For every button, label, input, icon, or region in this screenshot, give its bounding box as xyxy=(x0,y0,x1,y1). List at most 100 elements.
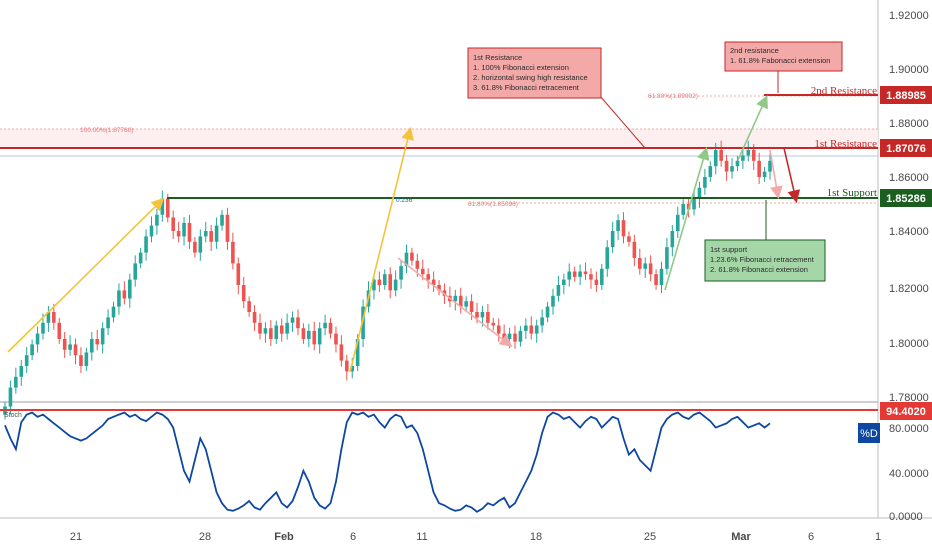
candle-body xyxy=(540,317,544,326)
candle-body xyxy=(648,263,653,275)
callout-text: 1. 61.8% Fabonacci extension xyxy=(730,56,830,65)
candle-body xyxy=(100,328,105,345)
red-arrow xyxy=(783,147,801,204)
candle-body xyxy=(30,344,34,356)
candle-body xyxy=(312,330,317,345)
candle-body xyxy=(149,225,154,237)
candle-body xyxy=(675,214,680,231)
candle-body xyxy=(95,339,100,345)
candle-body xyxy=(551,295,555,307)
fib-label: 0.236 xyxy=(396,197,413,204)
candle-body xyxy=(659,268,664,285)
candle-body xyxy=(46,312,51,323)
x-tick: 18 xyxy=(530,531,542,543)
candle-body xyxy=(8,387,13,407)
candle-body xyxy=(90,339,94,353)
candlestick-series xyxy=(3,140,772,420)
candle-body xyxy=(220,214,224,226)
candle-body xyxy=(182,222,186,237)
candle-body xyxy=(757,160,761,177)
candle-body xyxy=(453,295,458,302)
candle-body xyxy=(469,301,474,312)
candle-body xyxy=(529,325,534,334)
green-arrow xyxy=(737,95,768,161)
candle-body xyxy=(431,279,436,285)
pink-arrow xyxy=(769,149,783,200)
resistance-2-label: 2nd Resistance xyxy=(811,85,877,97)
callout-text: 1.23.6% Fibonacci retracement xyxy=(710,255,815,264)
candle-body xyxy=(79,355,83,366)
candle-body xyxy=(697,187,702,199)
candle-body xyxy=(496,325,501,334)
stoch-legend-badge xyxy=(858,423,880,443)
candle-body xyxy=(296,317,300,329)
candle-body xyxy=(583,271,588,275)
price-axis: 1.92000 1.90000 1.88000 1.86000 1.84000 … xyxy=(889,10,929,523)
candle-body xyxy=(730,166,734,172)
candle-body xyxy=(681,204,685,215)
callout-text: 1. 100% Fibonacci extension xyxy=(473,63,569,72)
candle-body xyxy=(41,322,45,334)
candle-body xyxy=(138,252,143,264)
candle-body xyxy=(610,231,615,248)
candle-body xyxy=(502,333,506,339)
candle-body xyxy=(361,306,365,339)
candle-body xyxy=(518,330,523,342)
candle-body xyxy=(19,366,24,377)
candle-body xyxy=(572,271,577,277)
candle-body xyxy=(491,322,496,326)
candle-body xyxy=(703,177,707,188)
y-tick: 1.82000 xyxy=(889,283,929,295)
candle-body xyxy=(133,263,138,280)
support-1-label: 1st Support xyxy=(827,187,877,199)
candle-body xyxy=(578,271,582,277)
candle-body xyxy=(464,301,468,307)
candle-body xyxy=(524,325,528,331)
candle-body xyxy=(279,325,284,334)
candle-body xyxy=(480,312,485,318)
candle-body xyxy=(643,263,648,269)
support-1-value: 1.85286 xyxy=(886,193,926,205)
candle-body xyxy=(263,328,268,334)
candle-body xyxy=(426,274,430,280)
candle-body xyxy=(420,268,425,275)
resistance-1-badge xyxy=(880,139,932,157)
candle-body xyxy=(193,241,197,253)
candle-body xyxy=(290,317,295,323)
callout-pointer xyxy=(599,95,646,149)
stoch-y-tick: 80.0000 xyxy=(889,423,929,435)
candle-body xyxy=(621,220,626,237)
candle-body xyxy=(203,231,208,237)
candle-body xyxy=(176,231,181,237)
support-1-callout xyxy=(704,239,826,282)
candle-body xyxy=(52,312,56,323)
resistance-1-label: 1st Resistance xyxy=(814,138,877,150)
candle-body xyxy=(404,252,409,267)
candle-body xyxy=(458,295,463,307)
candle-body xyxy=(236,263,241,285)
resistance-zone xyxy=(0,129,878,147)
candle-body xyxy=(73,344,78,356)
candle-body xyxy=(155,214,159,226)
callout-text: 2. horizontal swing high resistance xyxy=(473,73,588,82)
candle-body xyxy=(627,236,631,242)
candle-body xyxy=(231,241,235,264)
resistance-1-callout xyxy=(467,47,602,99)
candle-body xyxy=(225,214,230,242)
candle-body xyxy=(334,333,338,345)
candle-body xyxy=(350,366,355,372)
candle-body xyxy=(654,274,658,285)
candle-body xyxy=(415,260,420,269)
candle-body xyxy=(117,290,121,307)
resistance-2-value: 1.88985 xyxy=(886,90,926,102)
resistance-2-callout xyxy=(724,41,843,72)
candle-body xyxy=(14,376,18,388)
candle-body xyxy=(567,271,572,280)
candle-body xyxy=(399,266,403,280)
candle-body xyxy=(24,355,29,366)
callout-text: 1st Resistance xyxy=(473,53,522,62)
resistance-2-badge xyxy=(880,86,932,104)
callout-text: 2. 61.8% Fibonacci extension xyxy=(710,265,808,274)
candle-body xyxy=(209,231,213,242)
candle-body xyxy=(144,236,148,253)
